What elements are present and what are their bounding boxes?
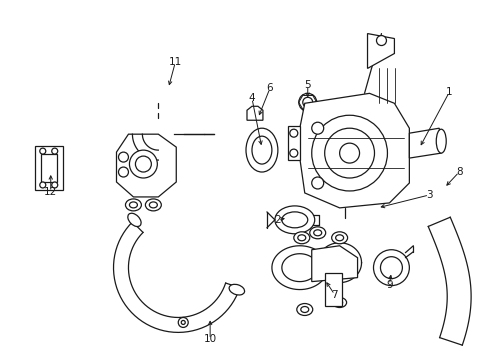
- Ellipse shape: [296, 303, 312, 315]
- Circle shape: [380, 257, 402, 279]
- Circle shape: [298, 93, 316, 111]
- Text: 5: 5: [304, 80, 310, 90]
- Circle shape: [324, 128, 374, 178]
- Ellipse shape: [297, 235, 305, 241]
- Ellipse shape: [281, 212, 307, 228]
- Polygon shape: [35, 146, 62, 190]
- Circle shape: [339, 143, 359, 163]
- Circle shape: [40, 148, 46, 154]
- Circle shape: [289, 149, 297, 157]
- Circle shape: [118, 152, 128, 162]
- Polygon shape: [408, 128, 440, 158]
- Text: 3: 3: [425, 190, 432, 200]
- Ellipse shape: [313, 230, 321, 236]
- Ellipse shape: [127, 213, 141, 226]
- Ellipse shape: [274, 206, 314, 234]
- Circle shape: [52, 148, 58, 154]
- Text: 12: 12: [44, 187, 57, 197]
- Ellipse shape: [336, 300, 342, 305]
- Text: 6: 6: [266, 84, 273, 93]
- Ellipse shape: [331, 232, 347, 244]
- Ellipse shape: [149, 202, 157, 208]
- Text: 9: 9: [386, 280, 392, 289]
- Circle shape: [302, 97, 312, 107]
- Circle shape: [289, 129, 297, 137]
- Polygon shape: [367, 33, 394, 68]
- Ellipse shape: [435, 129, 446, 153]
- Polygon shape: [116, 134, 176, 197]
- Text: 4: 4: [248, 93, 255, 103]
- Text: 2: 2: [274, 215, 281, 225]
- Ellipse shape: [251, 136, 271, 164]
- Ellipse shape: [229, 284, 244, 295]
- Polygon shape: [311, 246, 357, 282]
- Circle shape: [178, 318, 188, 328]
- Polygon shape: [246, 106, 263, 120]
- Text: 1: 1: [445, 87, 451, 97]
- Ellipse shape: [145, 199, 161, 211]
- Circle shape: [373, 250, 408, 285]
- Ellipse shape: [245, 128, 277, 172]
- Polygon shape: [299, 93, 408, 208]
- Text: 7: 7: [331, 289, 337, 300]
- Circle shape: [311, 115, 386, 191]
- Circle shape: [376, 36, 386, 45]
- Ellipse shape: [125, 199, 141, 211]
- Polygon shape: [41, 154, 57, 182]
- Ellipse shape: [332, 298, 346, 307]
- Circle shape: [118, 167, 128, 177]
- Text: 8: 8: [455, 167, 462, 177]
- Circle shape: [129, 150, 157, 178]
- Circle shape: [135, 156, 151, 172]
- Circle shape: [40, 182, 46, 188]
- Polygon shape: [287, 126, 299, 160]
- Circle shape: [52, 182, 58, 188]
- Text: 11: 11: [168, 58, 182, 67]
- Ellipse shape: [300, 306, 308, 312]
- Polygon shape: [324, 273, 341, 306]
- Circle shape: [181, 320, 185, 324]
- Circle shape: [311, 177, 323, 189]
- Ellipse shape: [293, 232, 309, 244]
- Ellipse shape: [335, 235, 343, 241]
- Ellipse shape: [129, 202, 137, 208]
- Ellipse shape: [309, 227, 325, 239]
- Circle shape: [311, 122, 323, 134]
- Text: 10: 10: [203, 334, 216, 345]
